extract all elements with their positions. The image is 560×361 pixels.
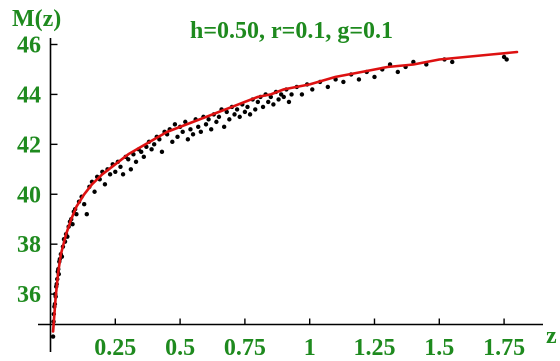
data-point bbox=[253, 107, 258, 112]
x-tick-label: 0.25 bbox=[94, 335, 136, 361]
data-point bbox=[175, 134, 180, 140]
data-point bbox=[310, 87, 315, 92]
data-point bbox=[450, 59, 455, 65]
data-point bbox=[133, 159, 139, 165]
data-point bbox=[70, 222, 75, 227]
x-tick-label: 0.5 bbox=[165, 335, 195, 361]
data-point bbox=[395, 69, 401, 75]
data-point bbox=[271, 102, 276, 107]
data-point bbox=[224, 109, 229, 115]
y-tick-label: 38 bbox=[17, 232, 41, 258]
data-point bbox=[356, 77, 362, 82]
x-tick-label: 1 bbox=[304, 335, 316, 361]
y-tick-label: 42 bbox=[17, 132, 41, 158]
data-point bbox=[372, 74, 377, 80]
data-point bbox=[84, 212, 89, 217]
y-tick-label: 40 bbox=[17, 182, 41, 208]
data-point bbox=[151, 142, 157, 147]
data-point bbox=[227, 117, 232, 122]
data-point bbox=[266, 99, 271, 105]
fit-curve bbox=[51, 50, 519, 333]
y-ticks: 36 38 40 42 44 46 bbox=[17, 32, 58, 308]
data-point bbox=[247, 112, 253, 117]
data-point bbox=[128, 167, 134, 172]
data-point bbox=[113, 169, 118, 174]
chart-title: h=0.50, r=0.1, g=0.1 bbox=[190, 18, 393, 44]
data-point bbox=[245, 104, 250, 110]
data-point bbox=[198, 129, 204, 135]
data-point bbox=[170, 139, 175, 145]
data-point bbox=[221, 124, 227, 130]
data-point bbox=[159, 149, 165, 155]
data-point bbox=[50, 334, 56, 339]
data-point bbox=[281, 94, 286, 100]
data-point bbox=[81, 202, 87, 207]
data-point bbox=[206, 117, 211, 122]
data-point bbox=[126, 157, 131, 162]
x-tick-label: 1.75 bbox=[483, 335, 525, 361]
y-tick-label: 46 bbox=[17, 32, 41, 58]
data-point bbox=[139, 149, 144, 155]
data-point bbox=[188, 127, 193, 132]
data-point bbox=[234, 107, 240, 112]
data-point bbox=[289, 92, 294, 97]
data-point bbox=[107, 172, 113, 177]
data-point bbox=[504, 57, 509, 62]
data-point bbox=[232, 112, 237, 117]
x-axis-label: z bbox=[546, 323, 557, 349]
data-point bbox=[255, 99, 261, 105]
x-ticks: 0.25 0.5 0.75 1 1.25 1.5 1.75 bbox=[94, 318, 525, 361]
data-point bbox=[286, 99, 292, 105]
data-point bbox=[299, 92, 305, 97]
data-point bbox=[276, 97, 281, 102]
x-tick-label: 1.5 bbox=[424, 335, 454, 361]
y-axis-label: M(z) bbox=[12, 6, 61, 32]
data-point bbox=[341, 79, 346, 85]
x-tick-label: 1.25 bbox=[353, 335, 395, 361]
data-point bbox=[216, 114, 222, 120]
data-point bbox=[102, 182, 108, 187]
y-tick-label: 36 bbox=[17, 282, 41, 308]
data-points bbox=[50, 54, 509, 339]
data-point bbox=[141, 154, 147, 160]
data-point bbox=[260, 104, 266, 110]
y-tick-label: 44 bbox=[17, 82, 41, 108]
data-point bbox=[214, 119, 219, 125]
data-point bbox=[325, 84, 331, 90]
data-point bbox=[237, 114, 242, 120]
data-point bbox=[183, 119, 188, 125]
data-point bbox=[74, 212, 79, 217]
x-tick-label: 0.75 bbox=[224, 335, 266, 361]
data-point bbox=[203, 122, 209, 127]
data-point bbox=[172, 122, 178, 127]
data-point bbox=[120, 172, 126, 177]
data-point bbox=[190, 132, 196, 137]
data-point bbox=[118, 164, 123, 169]
data-point bbox=[185, 137, 191, 142]
data-point bbox=[242, 109, 248, 115]
data-point bbox=[92, 189, 97, 194]
data-point bbox=[180, 129, 185, 135]
data-point bbox=[208, 127, 214, 132]
data-point bbox=[196, 124, 201, 130]
data-point bbox=[149, 147, 154, 152]
